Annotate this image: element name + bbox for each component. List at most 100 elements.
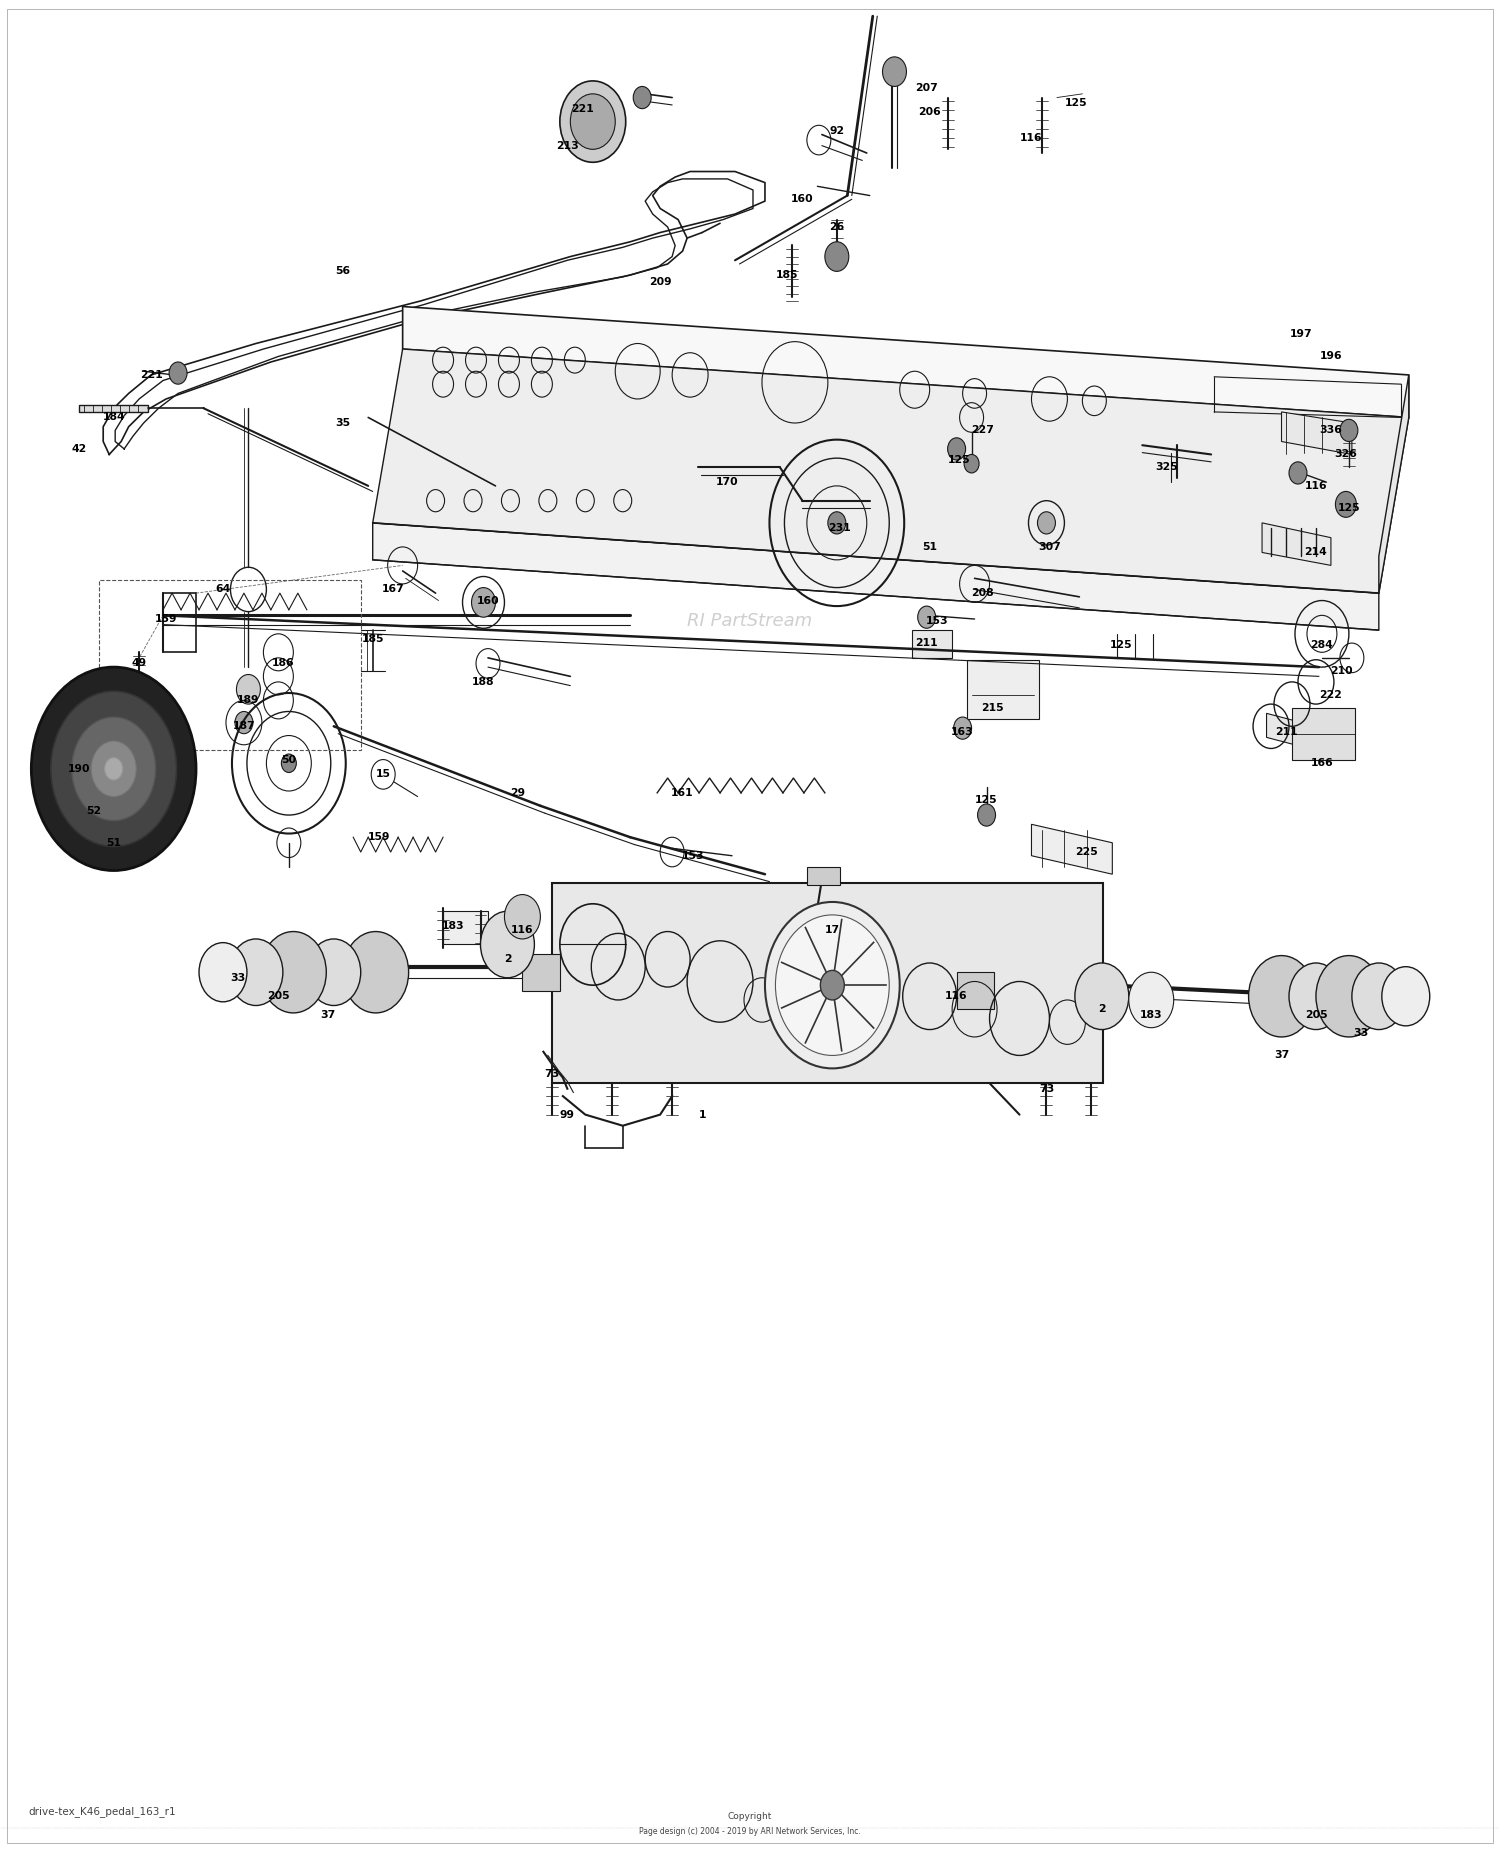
Circle shape [828, 511, 846, 533]
Polygon shape [1032, 824, 1113, 874]
Text: 92: 92 [830, 126, 844, 135]
Text: 116: 116 [1305, 482, 1328, 491]
Text: 160: 160 [790, 194, 813, 204]
Text: 1: 1 [699, 1109, 706, 1120]
Bar [522, 954, 560, 991]
Text: 197: 197 [1290, 330, 1312, 339]
Text: 159: 159 [368, 832, 390, 843]
Text: 215: 215 [981, 702, 1004, 713]
Bar [968, 659, 1040, 719]
Polygon shape [912, 630, 952, 657]
Text: 205: 205 [1305, 1009, 1328, 1020]
Text: 51: 51 [922, 543, 938, 552]
Text: 325: 325 [1155, 463, 1178, 472]
Circle shape [230, 939, 284, 1006]
Text: 213: 213 [556, 141, 579, 150]
Text: 2: 2 [1098, 1004, 1106, 1015]
Polygon shape [402, 307, 1408, 417]
Circle shape [964, 454, 980, 472]
Text: 163: 163 [951, 726, 974, 737]
Circle shape [1382, 967, 1429, 1026]
Circle shape [92, 741, 136, 796]
Bar [957, 972, 994, 1009]
Text: drive-tex_K46_pedal_163_r1: drive-tex_K46_pedal_163_r1 [28, 1806, 176, 1817]
Polygon shape [552, 883, 1104, 1083]
Text: 37: 37 [320, 1009, 336, 1020]
Circle shape [1316, 956, 1382, 1037]
Text: 307: 307 [1038, 543, 1060, 552]
Text: 166: 166 [1311, 757, 1334, 769]
Circle shape [236, 711, 254, 733]
Text: 189: 189 [237, 694, 260, 706]
Text: 33: 33 [1353, 1028, 1368, 1039]
Text: 231: 231 [828, 524, 850, 533]
Polygon shape [1266, 713, 1316, 750]
Circle shape [282, 754, 297, 772]
Circle shape [825, 243, 849, 272]
Circle shape [105, 757, 123, 780]
Text: 26: 26 [830, 222, 844, 232]
Circle shape [882, 57, 906, 87]
Text: 15: 15 [375, 769, 390, 780]
Circle shape [480, 911, 534, 978]
Text: 183: 183 [1140, 1009, 1162, 1020]
Circle shape [170, 361, 188, 383]
Text: 35: 35 [334, 419, 351, 428]
Circle shape [308, 939, 360, 1006]
Circle shape [72, 717, 156, 820]
Text: 125: 125 [1110, 641, 1132, 650]
Text: 225: 225 [1076, 846, 1098, 857]
Circle shape [504, 895, 540, 939]
Circle shape [471, 587, 495, 617]
Text: 221: 221 [572, 104, 594, 113]
Text: 116: 116 [512, 924, 534, 935]
Text: 2: 2 [504, 954, 512, 965]
Text: 190: 190 [68, 763, 90, 774]
Circle shape [130, 696, 148, 719]
Text: 37: 37 [1274, 1050, 1288, 1061]
Text: 196: 196 [1320, 352, 1342, 361]
Circle shape [1130, 972, 1173, 1028]
Text: 73: 73 [544, 1069, 560, 1080]
Text: 49: 49 [132, 659, 147, 669]
Circle shape [821, 970, 844, 1000]
Text: 188: 188 [472, 676, 495, 687]
Circle shape [32, 667, 196, 870]
Text: 64: 64 [216, 585, 231, 594]
Text: 125: 125 [975, 795, 998, 806]
Circle shape [99, 828, 120, 854]
Circle shape [954, 717, 972, 739]
Text: 161: 161 [672, 787, 694, 798]
Text: 125: 125 [1065, 98, 1088, 107]
Text: 183: 183 [442, 920, 465, 932]
Text: 187: 187 [232, 720, 255, 732]
Text: 206: 206 [918, 107, 940, 117]
Text: 214: 214 [1305, 548, 1328, 557]
Circle shape [1352, 963, 1406, 1030]
Circle shape [200, 943, 248, 1002]
Circle shape [918, 606, 936, 628]
Text: 116: 116 [945, 991, 968, 1002]
Circle shape [560, 81, 626, 163]
Text: 159: 159 [154, 615, 177, 624]
Circle shape [1038, 511, 1056, 533]
Bar [99, 580, 360, 750]
Circle shape [1288, 963, 1342, 1030]
Circle shape [344, 932, 408, 1013]
Text: 284: 284 [1311, 641, 1334, 650]
Text: 227: 227 [970, 426, 993, 435]
Text: 207: 207 [915, 83, 938, 93]
Text: 125: 125 [948, 456, 970, 465]
Circle shape [261, 932, 327, 1013]
Circle shape [237, 674, 261, 704]
Text: 29: 29 [510, 787, 525, 798]
Text: 221: 221 [140, 370, 162, 380]
Text: Copyright: Copyright [728, 1811, 772, 1821]
Text: 185: 185 [362, 635, 384, 644]
Text: 153: 153 [926, 617, 948, 626]
Polygon shape [1378, 374, 1408, 593]
Text: 186: 186 [272, 659, 294, 669]
Text: 209: 209 [650, 278, 672, 287]
Circle shape [1335, 491, 1356, 517]
Text: 116: 116 [1020, 133, 1042, 143]
